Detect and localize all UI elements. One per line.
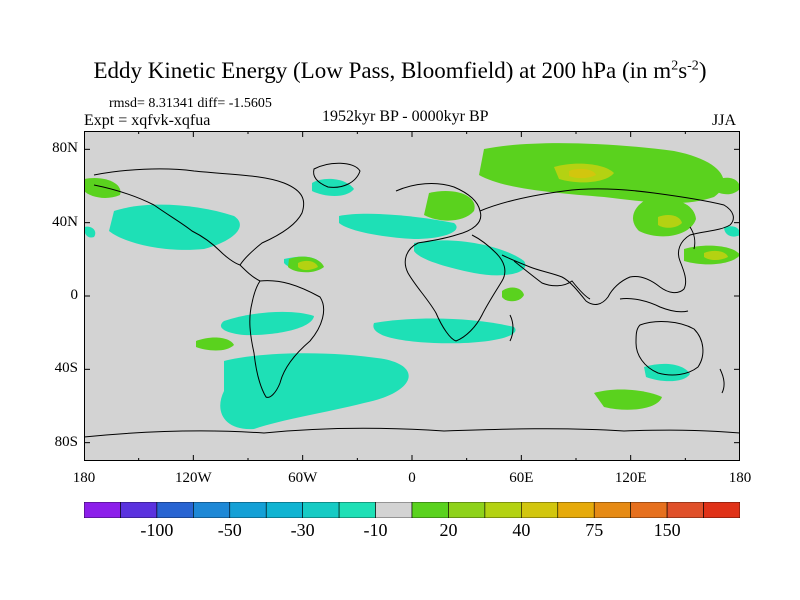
lon-label: 120E — [614, 470, 647, 486]
neg-region-australia — [644, 363, 690, 382]
experiment-label: Expt = xqfvk-xqfua — [84, 112, 211, 129]
lon-label: 180 — [728, 470, 752, 486]
neg-region-tropical-atlantic — [414, 240, 526, 276]
lat-label: 0 — [70, 287, 79, 303]
lon-label: 0 — [408, 470, 416, 486]
coast-asia — [479, 188, 734, 305]
colorbar-label: -30 — [290, 520, 315, 540]
colorbar-label: -10 — [363, 520, 388, 540]
lat-label: 40S — [54, 360, 78, 377]
pos-region-west-edge — [84, 177, 121, 198]
coast-antarctica — [84, 427, 740, 438]
rmsd-diff-stats: rmsd= 8.31341 diff= -1.5605 — [109, 96, 272, 111]
coast-arabia-india — [513, 260, 591, 300]
lon-label: 60E — [509, 470, 534, 486]
core-region-northeast-asia — [658, 215, 682, 228]
colorbar-box — [302, 502, 340, 518]
coast-madagascar — [509, 314, 514, 342]
ekE-difference-map — [84, 131, 740, 461]
pos-region-southern-ocean-east — [594, 389, 662, 410]
coast-central-america — [239, 264, 261, 282]
coast-new-zealand — [719, 368, 725, 394]
colorbar-label: 150 — [653, 520, 681, 540]
coast-australia — [635, 321, 704, 376]
colorbar-box — [703, 502, 740, 518]
anomaly-shading-layer — [84, 143, 740, 430]
pos-region-east-africa — [502, 287, 524, 302]
pos-region-europe — [424, 191, 475, 221]
map-frame — [84, 131, 740, 461]
coast-north-america — [93, 168, 305, 266]
lat-label: 80N — [52, 140, 78, 157]
core-region-siberia-peak — [569, 168, 596, 179]
coast-europe-africa — [395, 183, 506, 342]
lat-label: 80S — [54, 433, 78, 450]
plot-title: Eddy Kinetic Energy (Low Pass, Bloomfiel… — [93, 58, 707, 83]
colorbar-label: 75 — [585, 520, 604, 540]
neg-region-southern-ocean — [220, 353, 409, 430]
lat-label: 40N — [52, 213, 78, 230]
colorbar-box — [375, 502, 413, 518]
colorbar-box — [411, 502, 449, 518]
colorbar-box — [593, 502, 631, 518]
core-region-atlantic — [298, 260, 318, 270]
colorbar-label: 40 — [512, 520, 531, 540]
colorbar-box — [484, 502, 522, 518]
colorbar-box — [265, 502, 303, 518]
neg-region-north-atlantic — [339, 213, 457, 239]
colorbar-box — [338, 502, 376, 518]
neg-region-west-edge — [84, 226, 96, 238]
coast-greenland — [313, 162, 361, 188]
lon-label: 60W — [288, 470, 318, 486]
lon-label: 120W — [174, 470, 212, 486]
coastline-layer — [84, 162, 740, 438]
coast-south-america — [249, 280, 325, 398]
colorbar-label: 20 — [439, 520, 458, 540]
colorbar — [84, 502, 740, 518]
coast-japan — [689, 226, 696, 250]
colorbar-box — [666, 502, 704, 518]
neg-region-southern-indian — [373, 318, 516, 344]
colorbar-box — [156, 502, 194, 518]
colorbar-box — [521, 502, 559, 518]
colorbar-box — [229, 502, 267, 518]
colorbar-box — [84, 502, 121, 518]
pos-region-east-edge — [712, 177, 740, 195]
colorbar-box — [448, 502, 486, 518]
colorbar-box — [557, 502, 595, 518]
core-region-east-pacific — [704, 250, 728, 260]
period-label: 1952kyr BP - 0000kyr BP — [322, 108, 489, 125]
colorbar-label: -100 — [140, 520, 174, 540]
lon-label: 180 — [72, 470, 96, 486]
neg-region-south-pacific — [220, 311, 314, 336]
pos-region-southern-pacific — [196, 337, 234, 351]
neg-region-west-pacific — [724, 226, 740, 237]
colorbar-box — [630, 502, 668, 518]
colorbar-box — [120, 502, 158, 518]
season-label: JJA — [712, 112, 737, 129]
colorbar-label: -50 — [217, 520, 242, 540]
colorbar-box — [193, 502, 231, 518]
coast-indonesia — [619, 298, 689, 313]
neg-region-north-pacific — [109, 204, 240, 250]
